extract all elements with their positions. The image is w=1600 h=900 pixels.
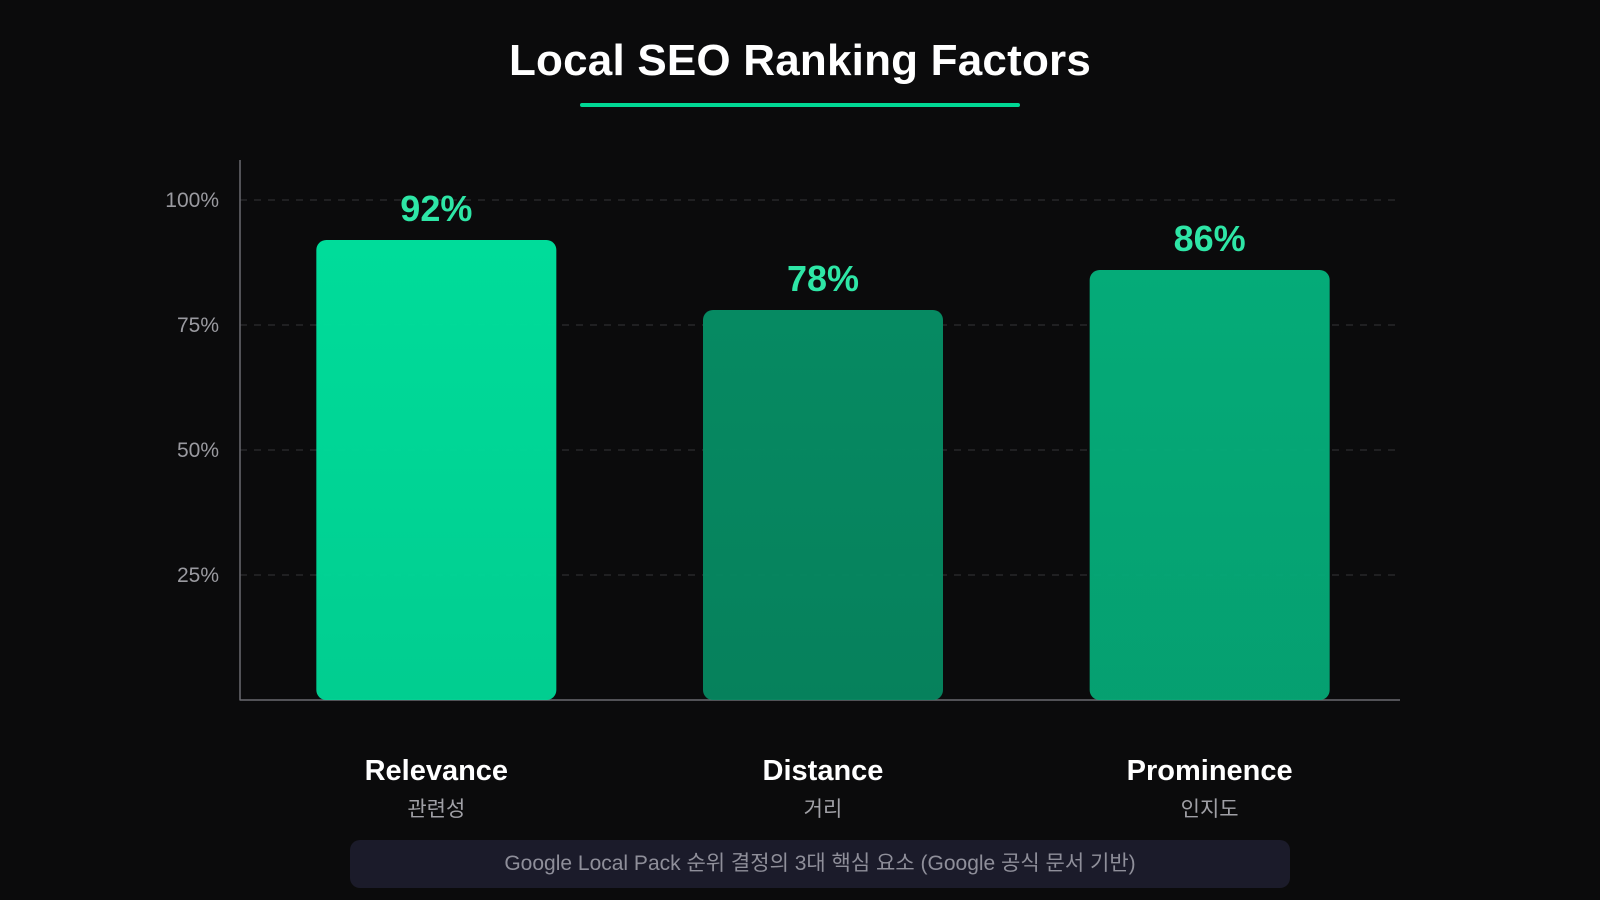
category-label: Distance xyxy=(763,755,884,787)
category-sublabel: 관련성 xyxy=(407,797,465,821)
bar-distance xyxy=(703,310,943,700)
value-label: 92% xyxy=(400,188,472,229)
title-underline xyxy=(580,103,1020,107)
y-tick-label: 25% xyxy=(177,564,219,587)
value-label: 78% xyxy=(787,258,859,299)
value-labels: 92% 78% 86% xyxy=(400,188,1245,299)
y-tick-label: 75% xyxy=(177,314,219,337)
category-labels: Relevance 관련성 Distance 거리 Prominence 인지도 xyxy=(365,755,1293,821)
y-tick-labels: 25% 50% 75% 100% xyxy=(165,189,219,587)
bar-relevance xyxy=(316,240,557,700)
category-label: Prominence xyxy=(1127,755,1293,787)
bars xyxy=(316,240,1330,700)
category-label: Relevance xyxy=(365,755,509,787)
chart-title: Local SEO Ranking Factors xyxy=(508,36,1092,85)
value-label: 86% xyxy=(1174,218,1246,259)
category-sublabel: 인지도 xyxy=(1181,797,1239,821)
footnote: Google Local Pack 순위 결정의 3대 핵심 요소 (Googl… xyxy=(350,840,1290,888)
category-sublabel: 거리 xyxy=(804,797,843,821)
y-tick-label: 50% xyxy=(177,439,219,462)
bar-prominence xyxy=(1089,270,1330,700)
y-tick-label: 100% xyxy=(165,189,219,212)
